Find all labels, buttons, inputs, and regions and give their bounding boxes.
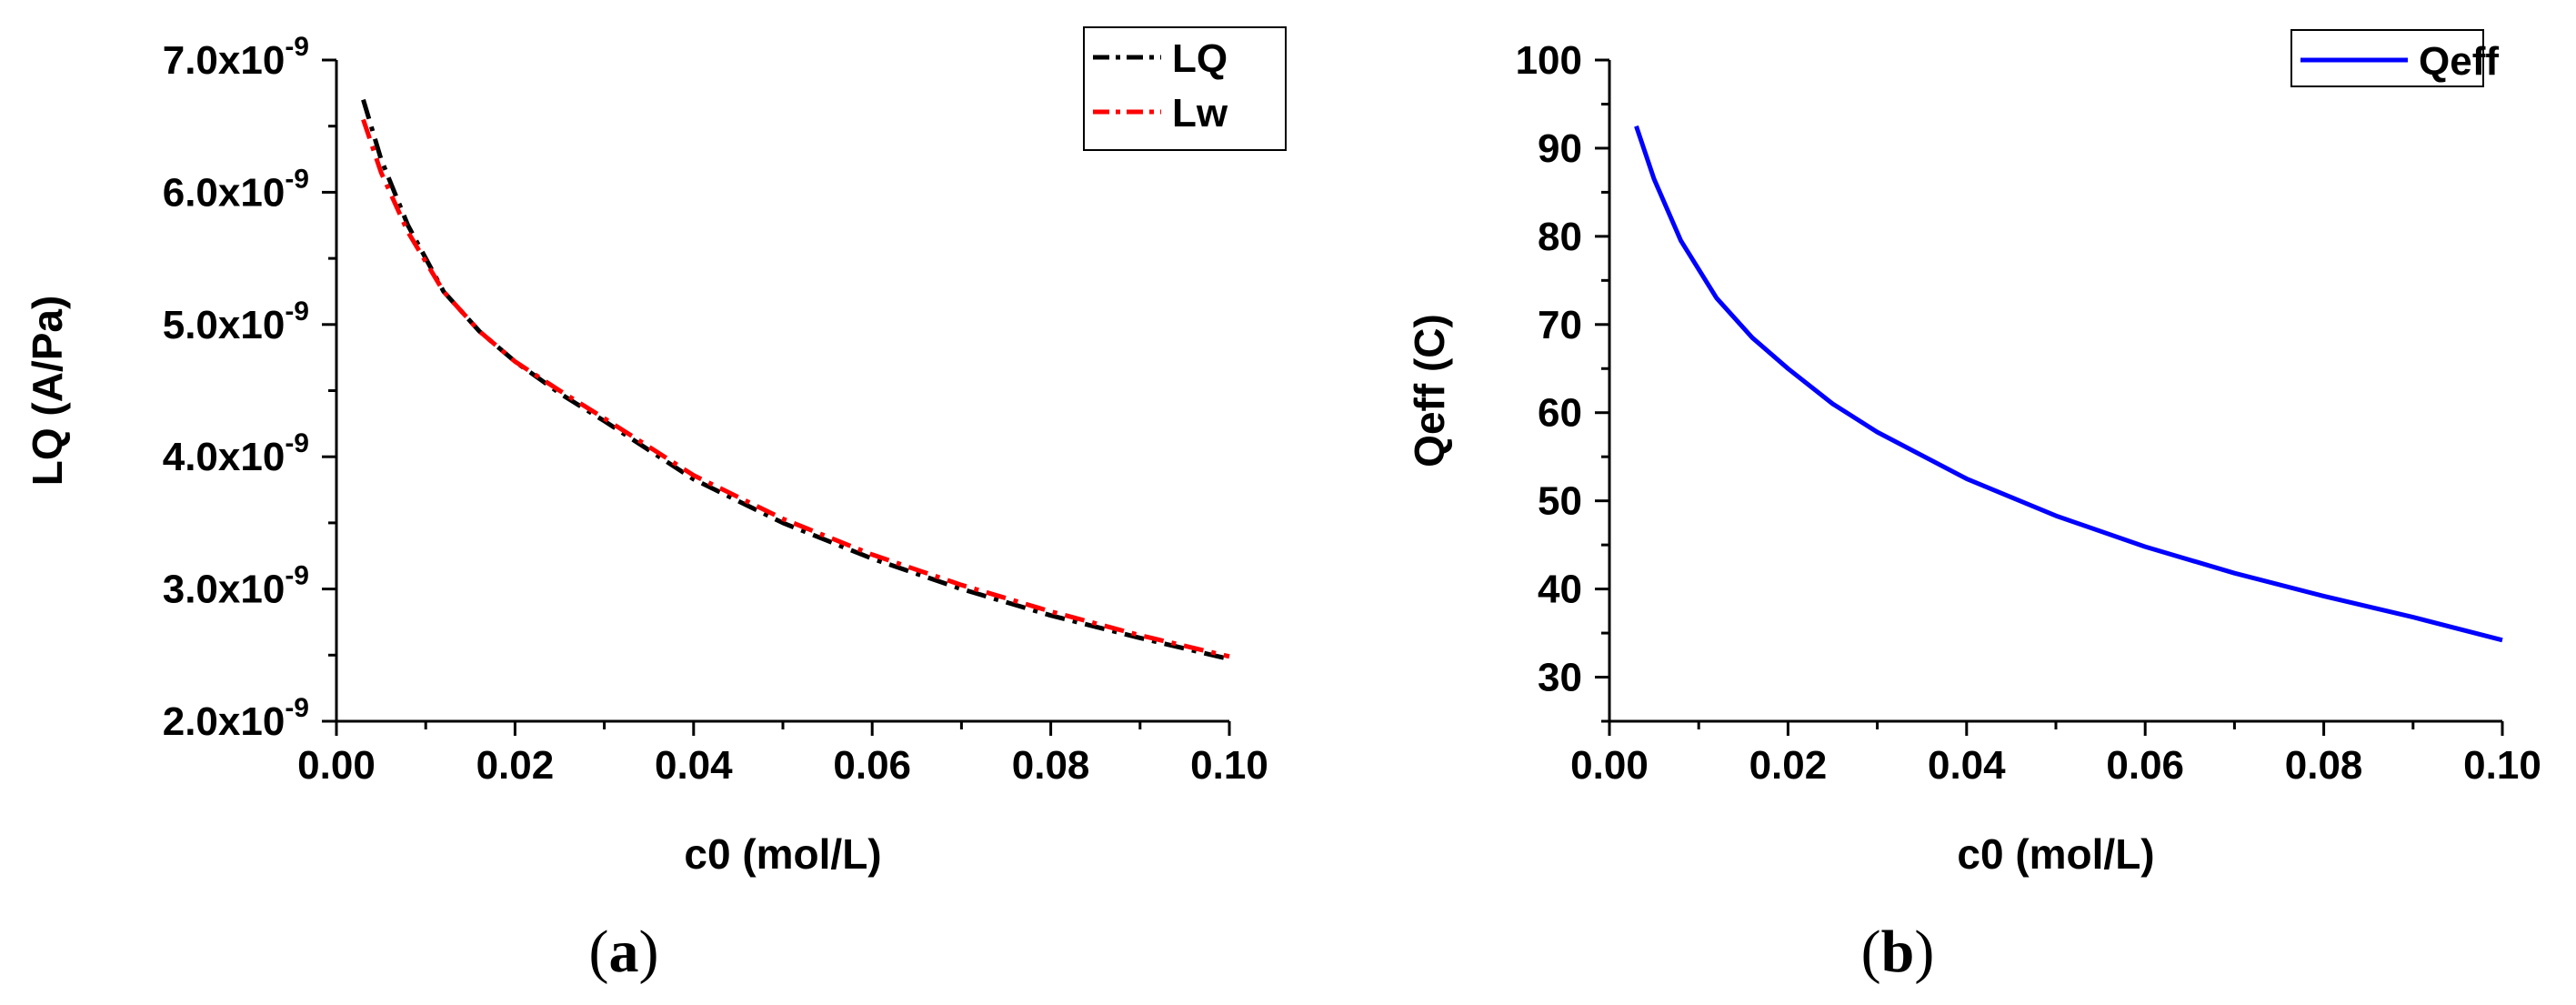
chart-b-y-tick-label: 100 bbox=[1516, 38, 1582, 83]
chart-b-y-tick-label: 60 bbox=[1538, 391, 1582, 436]
chart-b-y-axis-title: Qeff (C) bbox=[1406, 314, 1453, 467]
chart-b-y-tick-label: 90 bbox=[1538, 126, 1582, 171]
chart-b-x-tick-label: 0.04 bbox=[1928, 743, 2006, 788]
chart-b-y-tick-label: 80 bbox=[1538, 215, 1582, 259]
chart-b-x-tick-label: 0.02 bbox=[1749, 743, 1828, 788]
chart-a-legend-box bbox=[1083, 26, 1287, 151]
chart-a-legend-label-lq: LQ bbox=[1172, 36, 1228, 81]
chart-a-series-lq-line bbox=[361, 98, 1230, 662]
chart-b-x-tick-label: 0.00 bbox=[1570, 743, 1649, 788]
chart-b-x-tick-label: 0.06 bbox=[2106, 743, 2184, 788]
chart-a-legend: LQ Lw bbox=[1083, 26, 1287, 151]
chart-a: 0.00 0.02 0.04 0.06 0.08 0.10 2.0x10-9 3.0x10-9… bbox=[24, 26, 1287, 985]
chart-b-series-qeff-line bbox=[1634, 125, 2503, 643]
chart-a-x-tick-label: 0.10 bbox=[1190, 743, 1268, 788]
chart-a-panel-label: (a) bbox=[589, 919, 659, 985]
chart-b-legend-label-qeff: Qeff bbox=[2419, 39, 2499, 84]
chart-a-x-tick-label: 0.08 bbox=[1012, 743, 1090, 788]
chart-b-panel-label: (b) bbox=[1861, 919, 1935, 985]
chart-a-y-tick-label: 7.0x10-9 bbox=[163, 32, 309, 83]
chart-a-y-tick-label: 6.0x10-9 bbox=[163, 164, 309, 215]
chart-a-y-tick-label: 3.0x10-9 bbox=[163, 561, 309, 612]
chart-a-y-tick-label: 2.0x10-9 bbox=[163, 693, 309, 744]
chart-b-x-tick-label: 0.08 bbox=[2285, 743, 2363, 788]
chart-a-x-tick-label: 0.06 bbox=[833, 743, 911, 788]
chart-a-x-tick-label: 0.04 bbox=[655, 743, 733, 788]
chart-a-series-lw-line bbox=[361, 118, 1230, 659]
chart-b-y-tick-label: 30 bbox=[1538, 656, 1582, 700]
chart-a-y-tick-label: 5.0x10-9 bbox=[163, 296, 309, 347]
chart-b-y-tick-label: 40 bbox=[1538, 568, 1582, 612]
chart-b-y-tick-label: 70 bbox=[1538, 303, 1582, 347]
chart-b: 0.00 0.02 0.04 0.06 0.08 0.10 30 40 50 60 70 80 90 10… bbox=[1406, 29, 2541, 985]
chart-b-y-tick-label: 50 bbox=[1538, 479, 1582, 524]
chart-a-x-tick-label: 0.02 bbox=[476, 743, 555, 788]
chart-a-legend-label-lw: Lw bbox=[1172, 91, 1228, 136]
chart-a-x-axis-title: c0 (mol/L) bbox=[684, 830, 881, 878]
chart-b-x-tick-label: 0.10 bbox=[2463, 743, 2541, 788]
chart-a-x-tick-label: 0.00 bbox=[297, 743, 376, 788]
chart-a-y-tick-label: 4.0x10-9 bbox=[163, 428, 309, 479]
chart-a-y-axis-title: LQ (A/Pa) bbox=[24, 296, 71, 487]
chart-b-x-axis-title: c0 (mol/L) bbox=[1957, 830, 2154, 878]
chart-b-legend: Qeff bbox=[2290, 29, 2499, 87]
